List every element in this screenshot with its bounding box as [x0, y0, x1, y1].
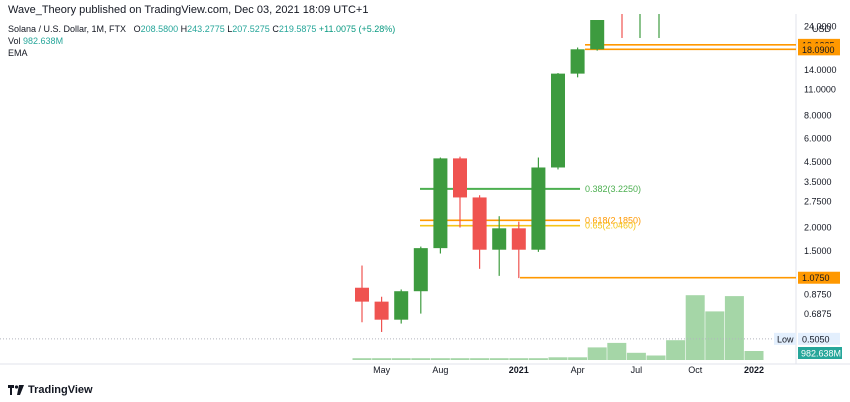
- fib-level-label: 0.65(2.0460): [585, 221, 636, 231]
- open-label: O: [133, 24, 141, 34]
- volume-bar: [666, 340, 686, 360]
- volume-bar: [372, 358, 392, 360]
- volume-bar: [744, 351, 764, 360]
- candle-down: [511, 228, 526, 250]
- x-tick-label: 2021: [509, 365, 529, 375]
- volume-tag-label: 982.638M: [801, 349, 841, 359]
- ema-label[interactable]: EMA: [8, 48, 28, 58]
- price-tag-label: 1.0750: [802, 273, 830, 283]
- chart-legend: Solana / U.S. Dollar, 1M, FTX O208.5800 …: [8, 23, 395, 59]
- volume-bar: [607, 342, 627, 360]
- candle-up: [394, 291, 409, 320]
- volume-bar: [470, 358, 490, 360]
- low-badge: [774, 332, 796, 345]
- volume-bar: [391, 358, 411, 360]
- candle-down: [355, 287, 369, 302]
- fib-level-label: 0.618(2.1850): [585, 215, 641, 225]
- y-tick-label: 6.0000: [804, 134, 832, 144]
- low-value: 207.5275: [232, 24, 270, 34]
- y-tick-label: 0.6875: [804, 309, 832, 319]
- candle-up: [551, 73, 565, 168]
- y-tick-label: 2.7500: [804, 197, 832, 207]
- open-value: 208.5800: [140, 24, 179, 34]
- candle-up: [413, 248, 428, 292]
- volume-bar: [705, 311, 725, 360]
- volume-bar: [430, 358, 450, 360]
- y-tick-label: 4.5000: [804, 157, 832, 167]
- volume-bar: [411, 358, 431, 360]
- volume-bar: [528, 358, 548, 360]
- candle-down: [472, 197, 487, 250]
- candle-down: [453, 158, 467, 198]
- volume-bar: [450, 358, 470, 360]
- vol-value: 982.638M: [23, 36, 64, 46]
- y-tick-label: 2.0000: [804, 223, 832, 233]
- price-axis-area[interactable]: [798, 14, 844, 364]
- tradingview-logo-icon: [8, 385, 24, 395]
- volume-bar: [724, 296, 744, 360]
- volume-bar: [626, 352, 646, 360]
- candle-up: [570, 49, 585, 74]
- price-tag[interactable]: [798, 271, 840, 284]
- x-tick-label: Jul: [631, 365, 643, 375]
- x-tick-label: Apr: [571, 365, 585, 375]
- volume-bar: [646, 355, 666, 360]
- close-value: 219.5875: [278, 24, 317, 34]
- price-tag-label: 18.0900: [802, 45, 835, 55]
- candle-down: [374, 301, 389, 320]
- tradingview-brand: TradingView: [28, 384, 93, 396]
- y-tick-label: 11.0000: [804, 85, 836, 95]
- x-tick-label: 2022: [744, 365, 764, 375]
- volume-bar: [587, 347, 607, 360]
- candle-up: [492, 228, 507, 250]
- volume-tag[interactable]: [798, 347, 842, 359]
- y-tick-label: 1.5000: [804, 246, 832, 256]
- y-tick-label: 14.0000: [804, 65, 837, 75]
- fib-level-label: 0.382(3.2250): [585, 184, 641, 194]
- vol-label[interactable]: Vol: [8, 36, 21, 46]
- legend-ohlc-row: Solana / U.S. Dollar, 1M, FTX O208.5800 …: [8, 23, 395, 35]
- currency-label: USD: [812, 24, 832, 34]
- price-tag-label: 0.5050: [802, 334, 830, 344]
- candle-up: [531, 167, 546, 250]
- low-label: Low: [777, 334, 794, 344]
- volume-bar: [685, 295, 705, 360]
- symbol-name[interactable]: Solana / U.S. Dollar, 1M, FTX: [8, 24, 127, 34]
- published-by-line: Wave_Theory published on TradingView.com…: [8, 4, 369, 16]
- y-tick-label: 8.0000: [804, 110, 832, 120]
- low-label: L: [227, 24, 233, 34]
- change-value: +11.0075 (+5.28%): [318, 24, 396, 34]
- volume-bar: [548, 357, 568, 360]
- volume-bar: [509, 358, 529, 360]
- x-tick-label: Aug: [432, 365, 448, 375]
- tradingview-footer: TradingView: [8, 384, 93, 396]
- x-tick-label: Oct: [688, 365, 703, 375]
- y-tick-label: 0.8750: [804, 289, 832, 299]
- volume-bar: [568, 357, 588, 360]
- candle-up: [590, 20, 605, 50]
- volume-bar: [489, 358, 509, 360]
- candle-up: [433, 158, 448, 249]
- price-tag[interactable]: [798, 332, 840, 345]
- legend-ema-row: EMA: [8, 47, 395, 59]
- high-value: 243.2775: [187, 24, 225, 34]
- high-label: H: [180, 24, 188, 34]
- close-label: C: [272, 24, 279, 34]
- legend-vol-row: Vol 982.638M: [8, 35, 395, 47]
- x-tick-label: May: [373, 365, 391, 375]
- y-tick-label: 3.5000: [804, 177, 832, 187]
- volume-bar: [352, 358, 372, 360]
- y-tick-label: 24.0000: [804, 21, 837, 31]
- price-tag[interactable]: [798, 43, 840, 56]
